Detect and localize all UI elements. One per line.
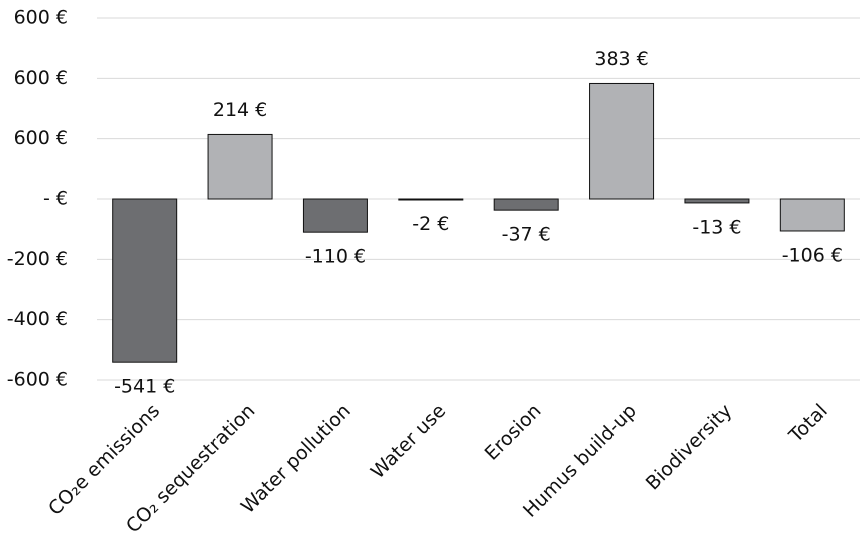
- bar: [779, 198, 845, 232]
- y-tick-label: 600 €: [14, 7, 68, 29]
- data-label: -106 €: [782, 244, 843, 266]
- bar: [398, 198, 464, 201]
- y-tick-label: 600 €: [14, 127, 68, 149]
- data-label: -110 €: [305, 246, 366, 268]
- y-tick-label: -600 €: [7, 369, 68, 391]
- x-tick-label: Total: [784, 400, 832, 448]
- y-tick-label: -200 €: [7, 248, 68, 270]
- data-label: -541 €: [114, 376, 175, 398]
- bar: [589, 82, 655, 200]
- data-label: -37 €: [502, 224, 551, 246]
- data-label: 383 €: [594, 48, 648, 70]
- y-tick-label: 600 €: [14, 67, 68, 89]
- bar: [302, 198, 368, 233]
- bar: [207, 133, 273, 200]
- data-label: -13 €: [692, 216, 741, 238]
- bar: [112, 198, 178, 363]
- x-tick-label: Biodiversity: [642, 400, 737, 495]
- data-label: 214 €: [213, 99, 267, 121]
- data-label: -2 €: [412, 213, 449, 235]
- x-tick-label: Erosion: [481, 400, 546, 465]
- y-tick-label: - €: [43, 188, 68, 210]
- y-tick-label: -400 €: [7, 308, 68, 330]
- bar: [493, 198, 559, 211]
- x-tick-label: Water use: [367, 400, 450, 483]
- bar: [684, 198, 750, 204]
